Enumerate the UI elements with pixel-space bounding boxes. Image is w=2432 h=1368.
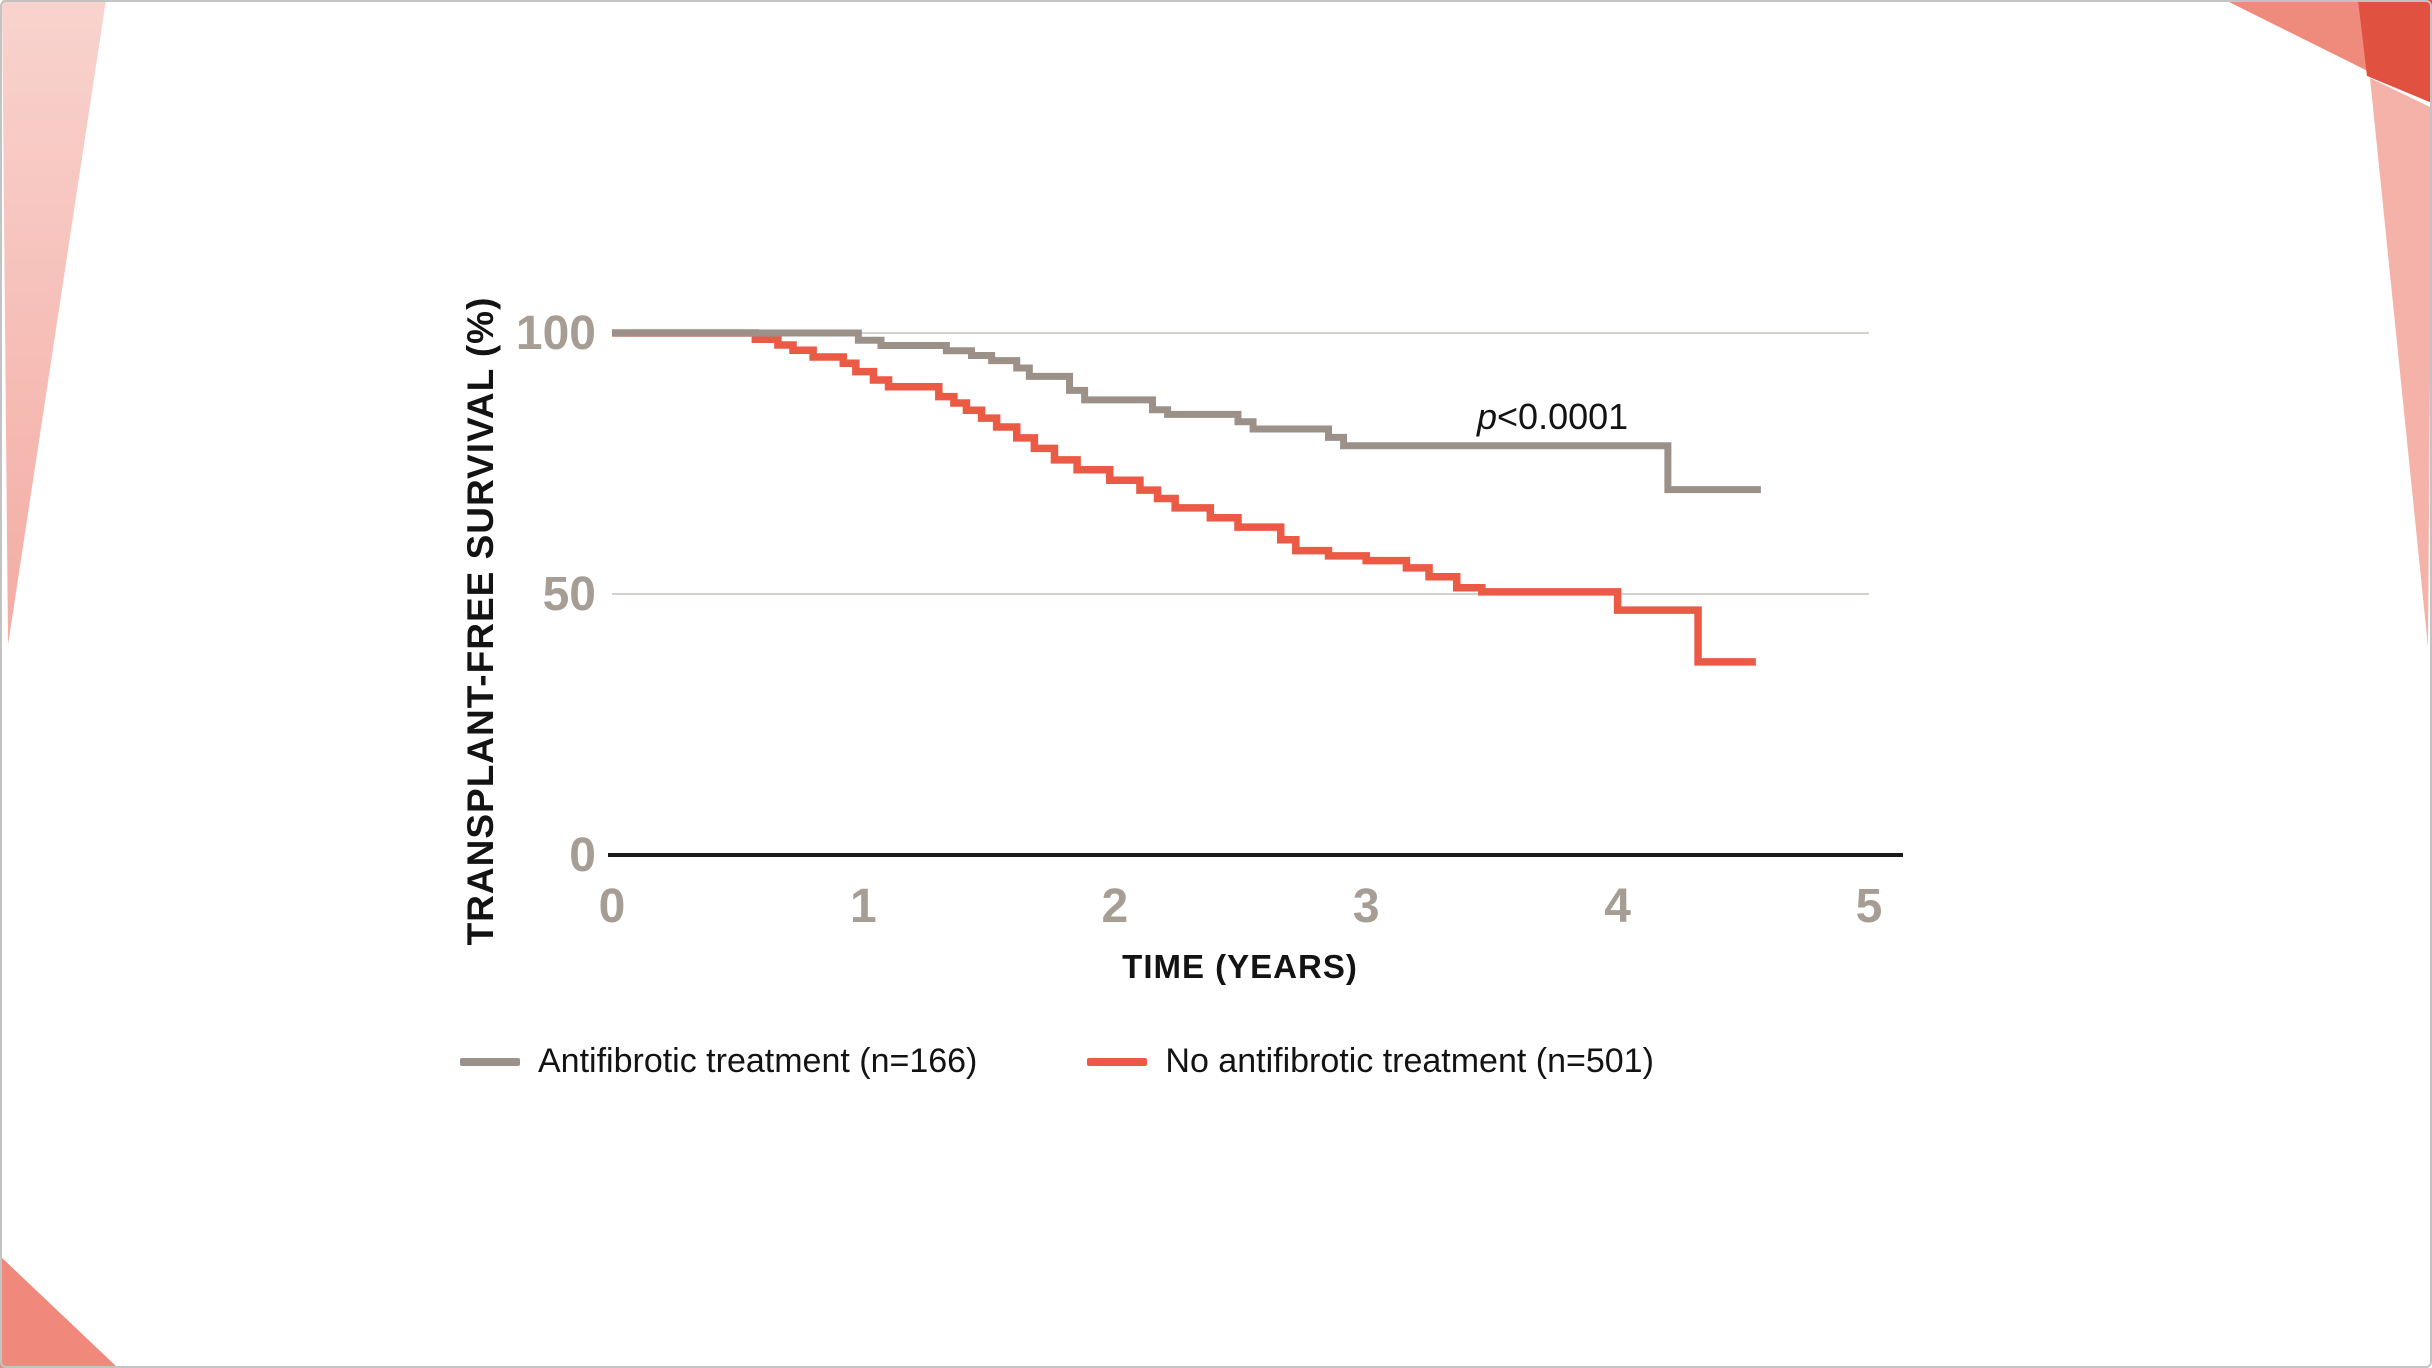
x-tick-label-1: 1	[850, 880, 877, 933]
x-tick-label-0: 0	[599, 880, 626, 933]
legend: Antifibrotic treatment (n=166) No antifi…	[460, 1042, 1654, 1081]
km-curve-antifibrotic	[612, 329, 1761, 494]
y-tick-label-50: 50	[543, 568, 596, 621]
p-value-italic-p: p	[1477, 396, 1498, 437]
km-curve-no-antifibrotic	[612, 329, 1756, 666]
p-value-annotation: p<0.0001	[1477, 396, 1628, 438]
legend-item-antifibrotic: Antifibrotic treatment (n=166)	[460, 1042, 977, 1081]
decoration-left-wedge	[2, 0, 106, 645]
y-tick-label-100: 100	[516, 307, 596, 360]
decoration-top-right-dark-triangle	[2358, 0, 2432, 103]
legend-item-no-antifibrotic: No antifibrotic treatment (n=501)	[1087, 1042, 1654, 1081]
legend-swatch-rect-red	[1087, 1057, 1148, 1066]
legend-swatch-rect-gray	[460, 1057, 520, 1066]
legend-label-no-antifibrotic: No antifibrotic treatment (n=501)	[1165, 1042, 1654, 1080]
x-tick-label-5: 5	[1856, 880, 1883, 933]
decoration-bottom-left-triangle	[0, 1256, 118, 1368]
x-tick-label-2: 2	[1101, 880, 1128, 933]
legend-swatch-no-antifibrotic	[1087, 1057, 1148, 1066]
legend-swatch-antifibrotic	[460, 1057, 520, 1066]
km-plot-area: 0 50 100 0 1 2 3 4 5	[516, 307, 1903, 933]
x-tick-label-4: 4	[1604, 880, 1631, 933]
y-axis-title: TRANSPLANT-FREE SURVIVAL (%)	[460, 296, 501, 946]
y-tick-label-0: 0	[569, 829, 596, 882]
x-tick-label-3: 3	[1353, 880, 1380, 933]
decoration-right-pink-strip	[2370, 78, 2432, 647]
x-axis-title: TIME (YEARS)	[1122, 948, 1358, 985]
p-value-text: <0.0001	[1497, 396, 1629, 437]
legend-label-antifibrotic: Antifibrotic treatment (n=166)	[538, 1042, 978, 1080]
